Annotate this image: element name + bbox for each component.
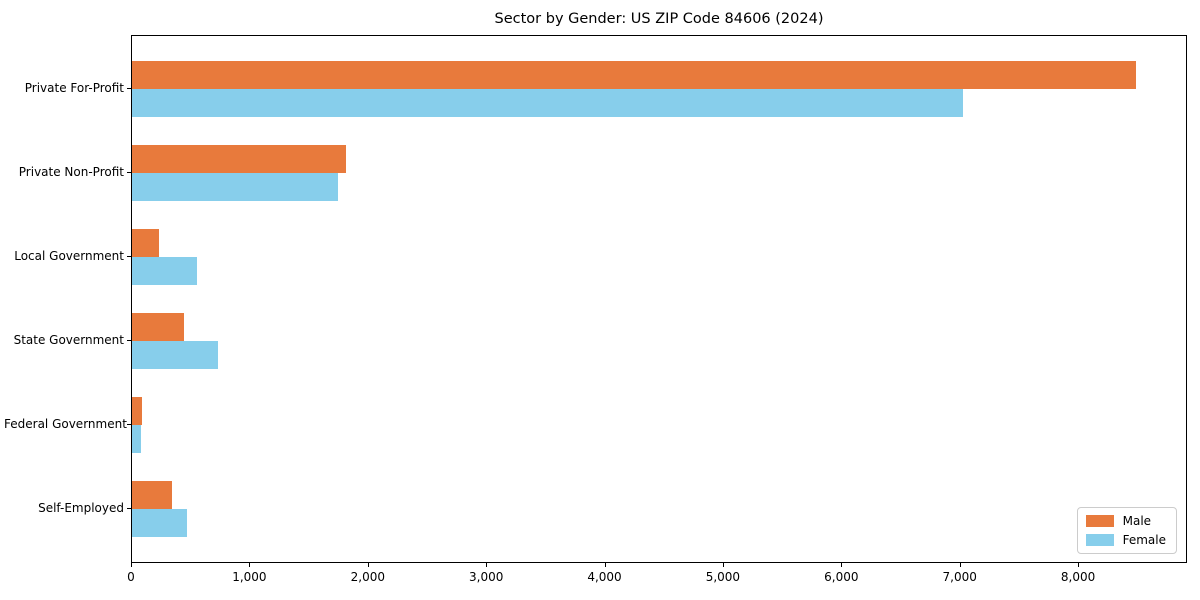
y-tick-label-local-government: Local Government <box>14 249 124 263</box>
x-tick-mark <box>486 563 488 567</box>
y-tick-label-state-government: State Government <box>13 333 124 347</box>
bar-female-local-government <box>132 257 197 285</box>
x-tick-mark <box>249 563 251 567</box>
female-series-swatch <box>1085 534 1114 546</box>
x-tick-label-8000: 8,000 <box>1060 570 1096 584</box>
legend-item-female: Female <box>1085 533 1166 547</box>
x-tick-mark <box>367 563 369 567</box>
x-tick-label-5000: 5,000 <box>705 570 741 584</box>
bar-male-state-government <box>132 313 185 341</box>
y-tick-mark <box>127 508 131 509</box>
y-tick-label-private-for-profit: Private For-Profit <box>24 81 124 95</box>
x-tick-mark <box>1078 563 1080 567</box>
y-tick-mark <box>127 172 131 173</box>
x-tick-label-1000: 1,000 <box>232 570 267 584</box>
legend-item-male: Male <box>1085 514 1166 528</box>
plot-area: Male Female <box>131 35 1187 563</box>
y-tick-label-self-employed: Self-Employed <box>38 501 124 515</box>
x-tick-label-0: 0 <box>127 570 135 584</box>
bar-male-federal-government <box>132 397 143 425</box>
bar-female-self-employed <box>132 509 187 537</box>
legend: Male Female <box>1076 507 1177 554</box>
x-tick-mark <box>131 563 132 567</box>
chart-title: Sector by Gender: US ZIP Code 84606 (202… <box>494 11 824 27</box>
x-tick-label-3000: 3,000 <box>469 570 504 584</box>
y-tick-mark <box>127 256 131 257</box>
bar-female-private-non-profit <box>132 173 338 201</box>
legend-label-male: Male <box>1122 514 1152 528</box>
x-tick-mark <box>841 563 843 567</box>
bar-female-private-for-profit <box>132 89 964 117</box>
x-tick-label-2000: 2,000 <box>350 570 385 584</box>
x-tick-mark <box>722 563 724 567</box>
y-tick-mark <box>127 88 131 89</box>
bar-male-private-non-profit <box>132 145 347 173</box>
x-tick-label-7000: 7,000 <box>942 570 977 584</box>
x-tick-mark <box>604 563 606 567</box>
bar-male-private-for-profit <box>132 61 1136 89</box>
bar-female-federal-government <box>132 425 141 453</box>
y-tick-label-private-non-profit: Private Non-Profit <box>18 165 124 179</box>
x-tick-label-4000: 4,000 <box>587 570 622 584</box>
y-tick-mark <box>127 340 131 341</box>
x-tick-mark <box>959 563 961 567</box>
x-tick-label-6000: 6,000 <box>824 570 859 584</box>
male-series-swatch <box>1085 515 1114 527</box>
bar-male-local-government <box>132 229 159 257</box>
bar-male-self-employed <box>132 481 173 509</box>
y-tick-label-federal-government: Federal Government <box>4 417 127 431</box>
bar-female-state-government <box>132 341 219 369</box>
legend-label-female: Female <box>1122 533 1166 547</box>
y-tick-mark <box>127 424 131 425</box>
